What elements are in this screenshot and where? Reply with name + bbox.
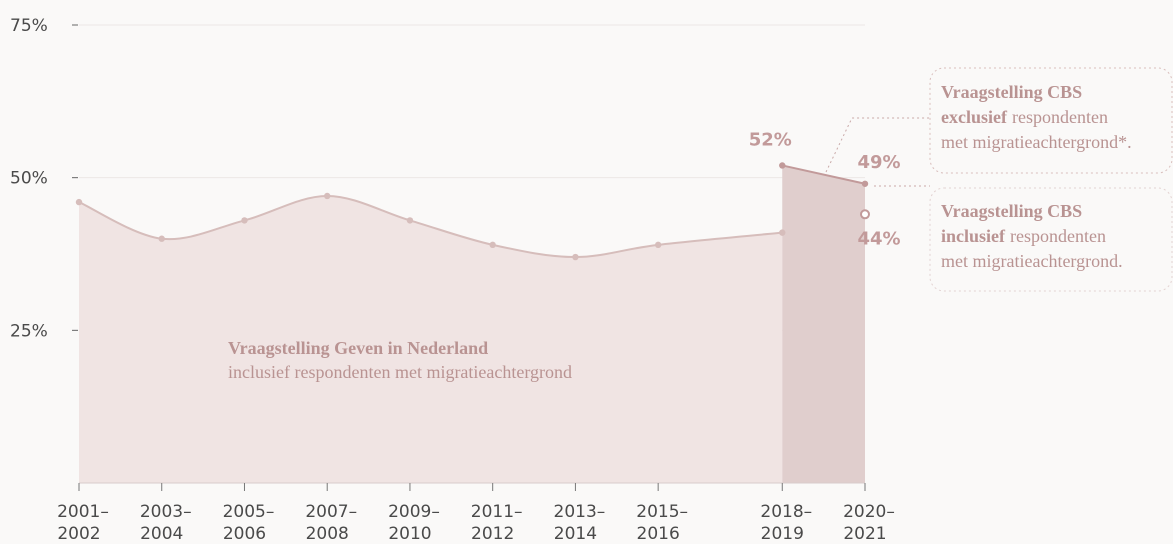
x-tick-label: 2007– 2008 (305, 502, 357, 544)
point (779, 229, 786, 236)
x-tick-label: 2011– 2012 (471, 502, 523, 544)
x-tick-label: 2009– 2010 (388, 502, 440, 544)
annotation-text: inclusief (941, 226, 1006, 246)
annotation-text: Vraagstelling CBS (941, 201, 1082, 221)
area (782, 165, 865, 483)
line (782, 164, 866, 185)
annotation: Vraagstelling CBS (941, 82, 1082, 102)
annotation: Vraagstelling CBS (941, 201, 1082, 221)
point (860, 209, 870, 220)
x-tick-label: 2005– 2006 (223, 502, 275, 544)
annotation-text: inclusief respondenten met migratieachte… (228, 362, 572, 382)
x-tick-label: 2013– 2014 (554, 502, 606, 544)
x-tick-label: 2018– 2019 (760, 502, 812, 544)
annotation: exclusief respondenten (941, 107, 1108, 127)
data-label: 49% (857, 152, 900, 173)
annotation-text: respondenten (1012, 107, 1108, 127)
annotation-text: met migratieachtergrond*. (941, 132, 1132, 152)
y-tick-label: 75% (10, 16, 48, 36)
x-tick-label: 2015– 2016 (636, 502, 688, 544)
callout-connector (825, 117, 930, 173)
point (75, 198, 83, 206)
annotation: Vraagstelling Geven in Nederland (228, 338, 488, 358)
x-tick-label: 2020– 2021 (843, 502, 895, 544)
point (241, 217, 248, 224)
annotation: inclusief respondenten met migratieachte… (228, 362, 572, 382)
point (572, 253, 579, 261)
callout-box (929, 67, 1173, 174)
annotation-text: Vraagstelling CBS (941, 82, 1082, 102)
annotation-text: Vraagstelling Geven in Nederland (228, 338, 488, 358)
callout-box (929, 187, 1173, 292)
point (324, 192, 331, 200)
x-tick-label: 2003– 2004 (140, 502, 192, 544)
point (406, 217, 414, 224)
point (489, 241, 496, 249)
annotation: met migratieachtergrond*. (941, 132, 1132, 152)
annotation-text: exclusief (941, 107, 1008, 127)
data-label: 52% (749, 129, 792, 150)
y-tick-label: 50% (10, 169, 48, 189)
x-tick-label: 2001– 2002 (57, 502, 109, 544)
annotation-text: respondenten (1010, 226, 1106, 246)
point (861, 180, 869, 187)
point (158, 235, 165, 242)
annotation: met migratieachtergrond. (941, 251, 1123, 271)
annotation-text: met migratieachtergrond. (941, 251, 1123, 271)
annotation: inclusief respondenten (941, 226, 1106, 246)
y-tick-label: 25% (10, 321, 48, 341)
point (654, 241, 662, 249)
area (79, 195, 783, 483)
data-label: 44% (857, 228, 900, 249)
point (779, 162, 786, 169)
